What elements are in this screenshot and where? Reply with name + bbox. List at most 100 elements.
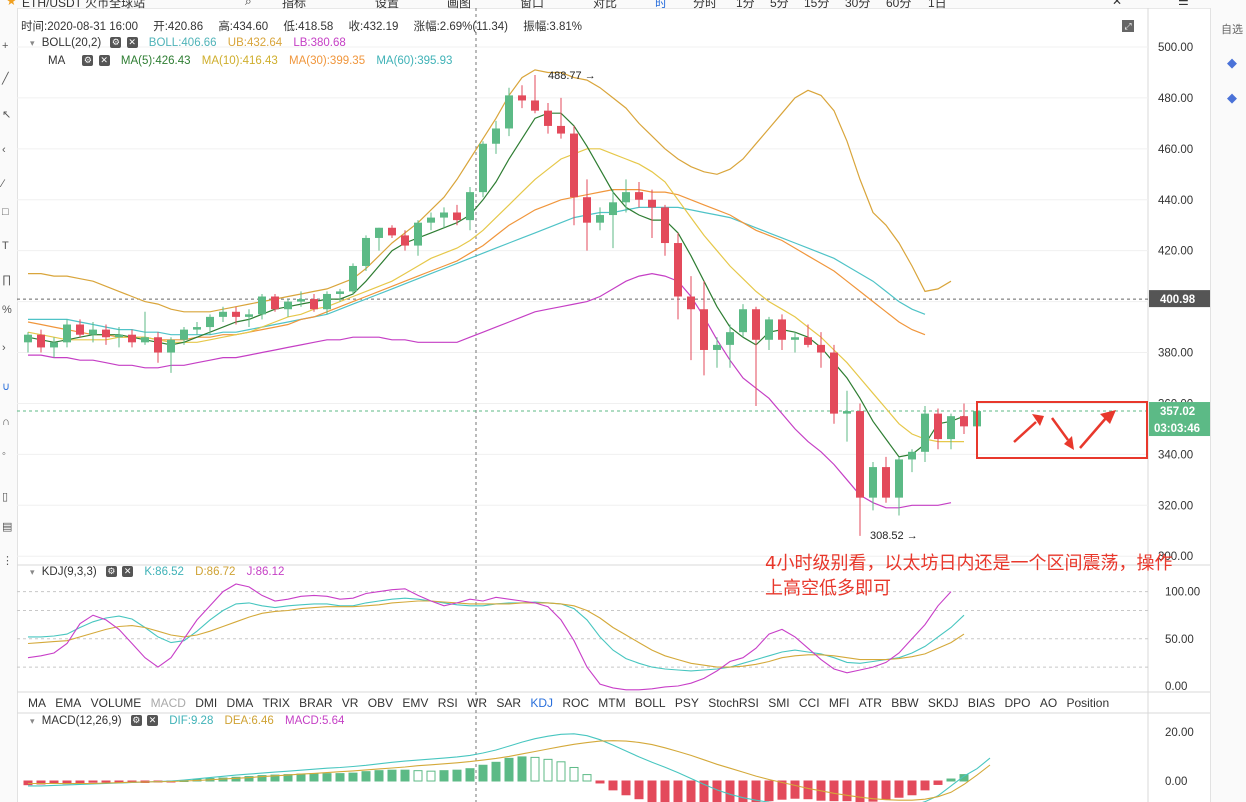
candle-body[interactable] <box>947 416 955 440</box>
candle-body[interactable] <box>63 324 71 343</box>
candle-body[interactable] <box>284 301 292 310</box>
menu-icon[interactable]: ☰ <box>1178 0 1189 8</box>
candle-body[interactable] <box>167 339 175 353</box>
candle-body[interactable] <box>128 334 136 343</box>
candle-body[interactable] <box>349 265 357 292</box>
channel-tool-icon[interactable]: ‹ <box>2 144 6 156</box>
star-icon[interactable]: ★ <box>6 0 17 8</box>
period-5m[interactable]: 5分 <box>770 0 789 10</box>
indicator-tab-ma[interactable]: MA <box>28 696 46 710</box>
indicator-tab-brar[interactable]: BRAR <box>299 696 333 710</box>
percent-tool-icon[interactable]: % <box>2 304 12 316</box>
indicator-tab-cci[interactable]: CCI <box>798 696 820 710</box>
kdj-settings-icon[interactable]: ⚙ <box>105 566 117 578</box>
lock-tool-icon[interactable]: ∩ <box>2 416 10 428</box>
delete-tool-icon[interactable]: ▯ <box>2 491 9 503</box>
search-icon[interactable]: ⌕ <box>245 0 252 8</box>
candle-body[interactable] <box>505 95 513 129</box>
candle-body[interactable] <box>817 344 825 353</box>
period-1m[interactable]: 1分 <box>736 0 755 10</box>
candle-body[interactable] <box>791 337 799 340</box>
candle-body[interactable] <box>388 227 396 236</box>
indicator-tab-atr[interactable]: ATR <box>858 696 882 710</box>
indicator-tab-dma[interactable]: DMA <box>226 696 254 710</box>
indicator-tab-smi[interactable]: SMI <box>768 696 790 710</box>
indicator-tab-volume[interactable]: VOLUME <box>90 696 142 710</box>
candle-body[interactable] <box>869 467 877 498</box>
indicator-tab-ao[interactable]: AO <box>1039 696 1058 710</box>
indicator-tab-ema[interactable]: EMA <box>55 696 82 710</box>
candle-body[interactable] <box>24 334 32 343</box>
candle-body[interactable] <box>960 416 968 427</box>
period-60m[interactable]: 60分 <box>886 0 912 10</box>
candle-body[interactable] <box>492 128 500 144</box>
eye-tool-icon[interactable]: ◦ <box>2 448 6 460</box>
period-30m[interactable]: 30分 <box>845 0 871 10</box>
indicator-tab-bias[interactable]: BIAS <box>967 696 996 710</box>
toolbar-indicators[interactable]: 指标 <box>282 0 307 10</box>
candle-body[interactable] <box>232 311 240 317</box>
candle-body[interactable] <box>856 411 864 498</box>
macd-settings-icon[interactable]: ⚙ <box>130 715 142 727</box>
measure-tool-icon[interactable]: ∏ <box>2 274 12 286</box>
indicator-tab-position[interactable]: Position <box>1066 696 1110 710</box>
indicator-tab-mtm[interactable]: MTM <box>598 696 626 710</box>
indicator-tab-trix[interactable]: TRIX <box>262 696 290 710</box>
candle-body[interactable] <box>531 100 539 111</box>
candle-body[interactable] <box>37 334 45 348</box>
fullscreen-icon[interactable]: ⤢ <box>1122 20 1134 32</box>
candle-body[interactable] <box>622 192 630 203</box>
candle-body[interactable] <box>583 197 591 223</box>
indicator-tab-dpo[interactable]: DPO <box>1004 696 1031 710</box>
candle-body[interactable] <box>206 316 214 328</box>
crosshair-tool-icon[interactable]: + <box>2 40 9 52</box>
candle-body[interactable] <box>570 133 578 198</box>
fib-tool-icon[interactable]: ∕ <box>2 178 4 190</box>
indicator-tab-skdj[interactable]: SKDJ <box>927 696 959 710</box>
candle-body[interactable] <box>713 344 721 350</box>
candle-body[interactable] <box>115 334 123 338</box>
candle-body[interactable] <box>271 296 279 310</box>
macd-close-icon[interactable]: ✕ <box>147 715 159 727</box>
candle-body[interactable] <box>401 235 409 246</box>
candle-body[interactable] <box>804 337 812 345</box>
candle-body[interactable] <box>882 467 890 498</box>
indicator-tab-macd[interactable]: MACD <box>150 696 186 710</box>
toolbar-compare[interactable]: 对比 <box>593 0 618 10</box>
toolbar-settings[interactable]: 设置 <box>375 0 400 10</box>
candle-body[interactable] <box>726 332 734 345</box>
candle-body[interactable] <box>453 212 461 221</box>
candle-body[interactable] <box>843 411 851 414</box>
indicator-tab-obv[interactable]: OBV <box>367 696 394 710</box>
candle-body[interactable] <box>895 459 903 498</box>
ma-close-icon[interactable]: ✕ <box>98 55 110 67</box>
candle-body[interactable] <box>752 309 760 340</box>
indicator-tab-vr[interactable]: VR <box>341 696 359 710</box>
candle-body[interactable] <box>102 329 110 338</box>
candle-body[interactable] <box>479 143 487 193</box>
period-line[interactable]: 分时 <box>693 0 718 10</box>
candle-body[interactable] <box>336 291 344 294</box>
candle-body[interactable] <box>297 299 305 302</box>
candle-body[interactable] <box>557 125 565 134</box>
watchlist-tab[interactable]: 自选 <box>1221 24 1243 36</box>
candle-body[interactable] <box>518 95 526 101</box>
candle-body[interactable] <box>739 309 747 333</box>
ray-tool-icon[interactable]: ↖ <box>2 109 12 121</box>
indicator-tab-sar[interactable]: SAR <box>496 696 522 710</box>
candle-body[interactable] <box>596 215 604 223</box>
indicator-tab-rsi[interactable]: RSI <box>437 696 458 710</box>
period-time[interactable]: 时 <box>655 0 668 10</box>
candle-body[interactable] <box>180 329 188 340</box>
eth-icon-2[interactable]: ◆ <box>1227 90 1237 105</box>
candle-body[interactable] <box>648 199 656 208</box>
candle-body[interactable] <box>362 237 370 266</box>
candle-body[interactable] <box>700 309 708 350</box>
indicator-tab-psy[interactable]: PSY <box>674 696 699 710</box>
candle-body[interactable] <box>661 207 669 244</box>
candle-body[interactable] <box>921 413 929 452</box>
candle-body[interactable] <box>427 217 435 223</box>
candle-body[interactable] <box>440 212 448 218</box>
indicator-tab-emv[interactable]: EMV <box>402 696 429 710</box>
